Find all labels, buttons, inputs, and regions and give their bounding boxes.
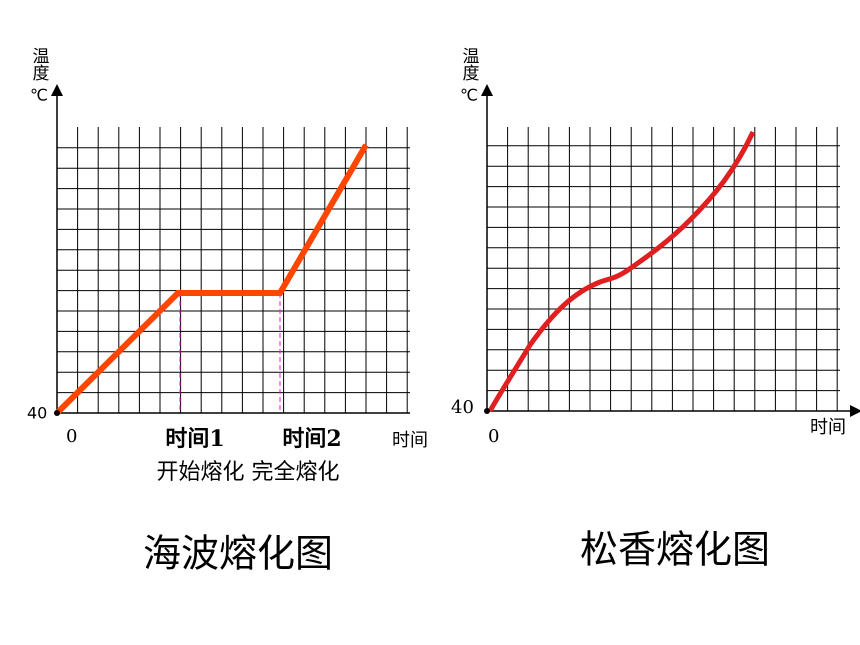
mark-label: 时间2	[282, 426, 341, 452]
right-grid	[487, 127, 840, 411]
x-origin: 0	[488, 426, 499, 447]
melt-curve	[54, 143, 369, 416]
y-label: 温度	[29, 47, 50, 81]
caption: 海波熔化图	[143, 532, 333, 576]
note: 开始熔化 完全熔化	[157, 460, 340, 485]
y-label: 温度	[459, 47, 480, 81]
x-label: 时间	[810, 417, 846, 438]
caption: 松香熔化图	[580, 528, 770, 572]
y-unit: ℃	[460, 86, 478, 105]
melt-curve	[487, 130, 756, 413]
y-origin: 40	[27, 404, 47, 423]
mark-label: 时间1	[165, 426, 224, 452]
origin-dot	[54, 410, 60, 416]
left-grid	[57, 127, 410, 413]
y-unit: ℃	[30, 86, 48, 105]
x-label: 时间	[392, 430, 428, 451]
x-origin: 0	[66, 426, 77, 447]
y-origin: 40	[451, 397, 474, 418]
origin-dot	[484, 408, 490, 414]
